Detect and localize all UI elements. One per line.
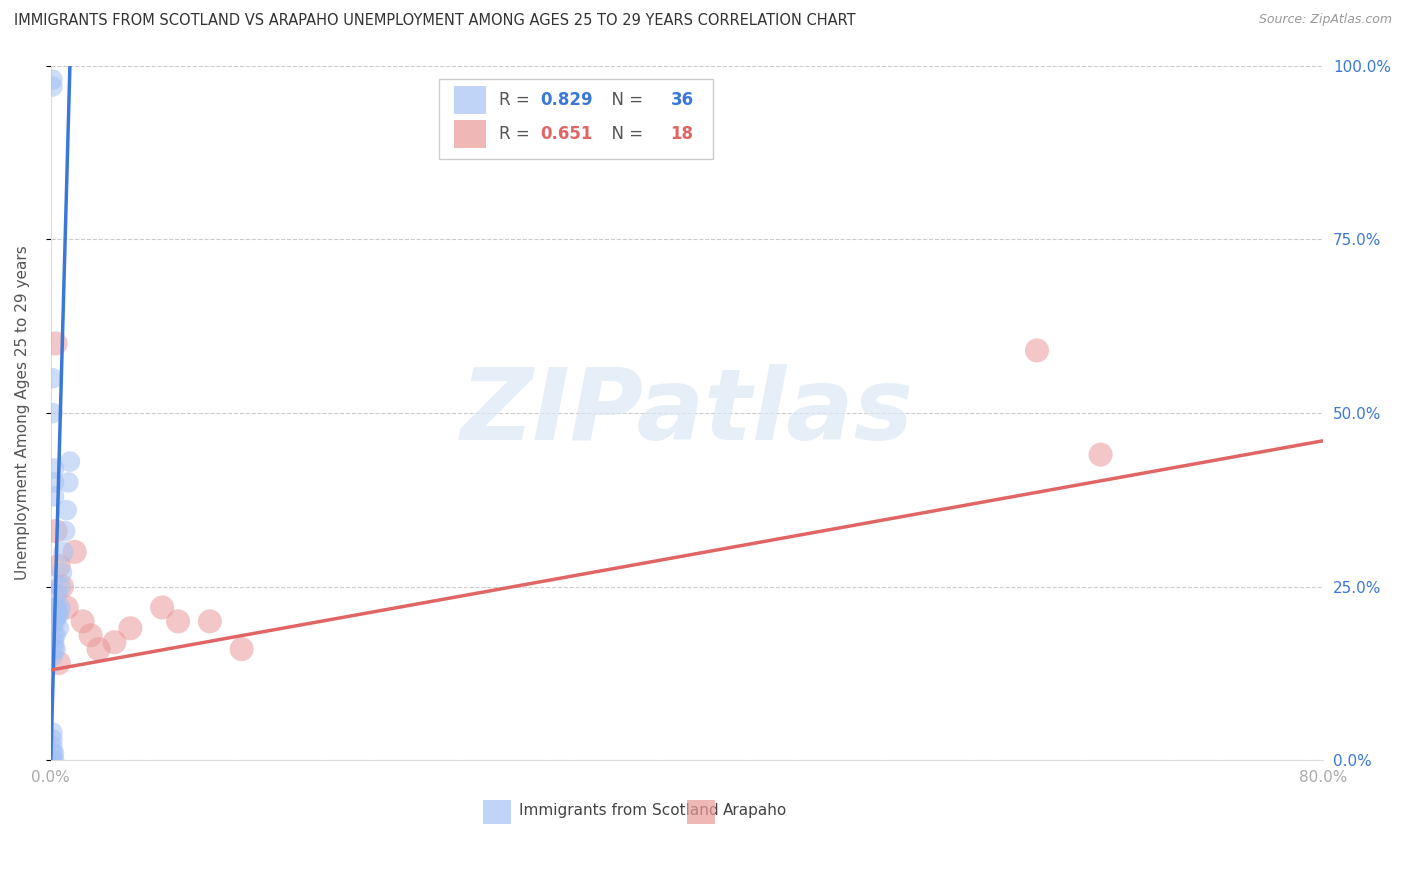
Point	[72, 615, 94, 629]
Point	[63, 545, 86, 559]
Point	[45, 336, 67, 351]
Text: R =: R =	[499, 91, 534, 110]
Point	[41, 79, 63, 94]
Point	[42, 475, 65, 490]
Point	[46, 586, 69, 600]
Point	[51, 566, 73, 580]
Point	[55, 503, 77, 517]
Point	[167, 615, 190, 629]
Point	[41, 739, 63, 754]
Bar	[688, 800, 716, 824]
Point	[42, 489, 65, 503]
Point	[198, 615, 221, 629]
Point	[45, 628, 67, 642]
Y-axis label: Unemployment Among Ages 25 to 29 years: Unemployment Among Ages 25 to 29 years	[15, 245, 30, 581]
Point	[48, 621, 70, 635]
Point	[42, 635, 65, 649]
Point	[231, 642, 253, 657]
Point	[48, 558, 70, 573]
Point	[41, 406, 63, 420]
Point	[55, 600, 77, 615]
Point	[59, 454, 82, 468]
Point	[41, 725, 63, 739]
Point	[45, 615, 67, 629]
Point	[120, 621, 142, 635]
Point	[45, 642, 67, 657]
Point	[46, 600, 69, 615]
Point	[41, 747, 63, 761]
Bar	[454, 87, 486, 114]
Point	[150, 600, 173, 615]
Point	[42, 628, 65, 642]
Point	[42, 747, 65, 761]
Text: R =: R =	[499, 125, 534, 143]
Point	[41, 732, 63, 747]
Point	[42, 753, 65, 767]
Bar	[454, 120, 486, 147]
Point	[45, 600, 67, 615]
Point	[52, 545, 75, 559]
Text: N =: N =	[600, 91, 648, 110]
Point	[41, 753, 63, 767]
Point	[51, 580, 73, 594]
Point	[49, 600, 72, 615]
Point	[58, 475, 80, 490]
Point	[42, 615, 65, 629]
Point	[48, 656, 70, 670]
Point	[1090, 448, 1112, 462]
Point	[87, 642, 110, 657]
Text: 0.829: 0.829	[541, 91, 593, 110]
Bar	[484, 800, 512, 824]
Point	[41, 649, 63, 664]
Point	[1026, 343, 1049, 358]
Text: 18: 18	[671, 125, 693, 143]
Point	[48, 607, 70, 622]
Point	[42, 642, 65, 657]
Bar	[439, 79, 713, 160]
Text: Source: ZipAtlas.com: Source: ZipAtlas.com	[1258, 13, 1392, 27]
Text: Immigrants from Scotland: Immigrants from Scotland	[519, 803, 718, 818]
Text: ZIPatlas: ZIPatlas	[461, 365, 914, 461]
Point	[42, 461, 65, 475]
Text: Arapaho: Arapaho	[723, 803, 787, 818]
Point	[49, 580, 72, 594]
Point	[79, 628, 101, 642]
Point	[41, 371, 63, 385]
Point	[45, 524, 67, 538]
Point	[53, 524, 76, 538]
Point	[41, 72, 63, 87]
Point	[103, 635, 125, 649]
Text: 0.651: 0.651	[541, 125, 593, 143]
Point	[46, 607, 69, 622]
Text: 36: 36	[671, 91, 693, 110]
Text: N =: N =	[600, 125, 648, 143]
Text: IMMIGRANTS FROM SCOTLAND VS ARAPAHO UNEMPLOYMENT AMONG AGES 25 TO 29 YEARS CORRE: IMMIGRANTS FROM SCOTLAND VS ARAPAHO UNEM…	[14, 13, 856, 29]
